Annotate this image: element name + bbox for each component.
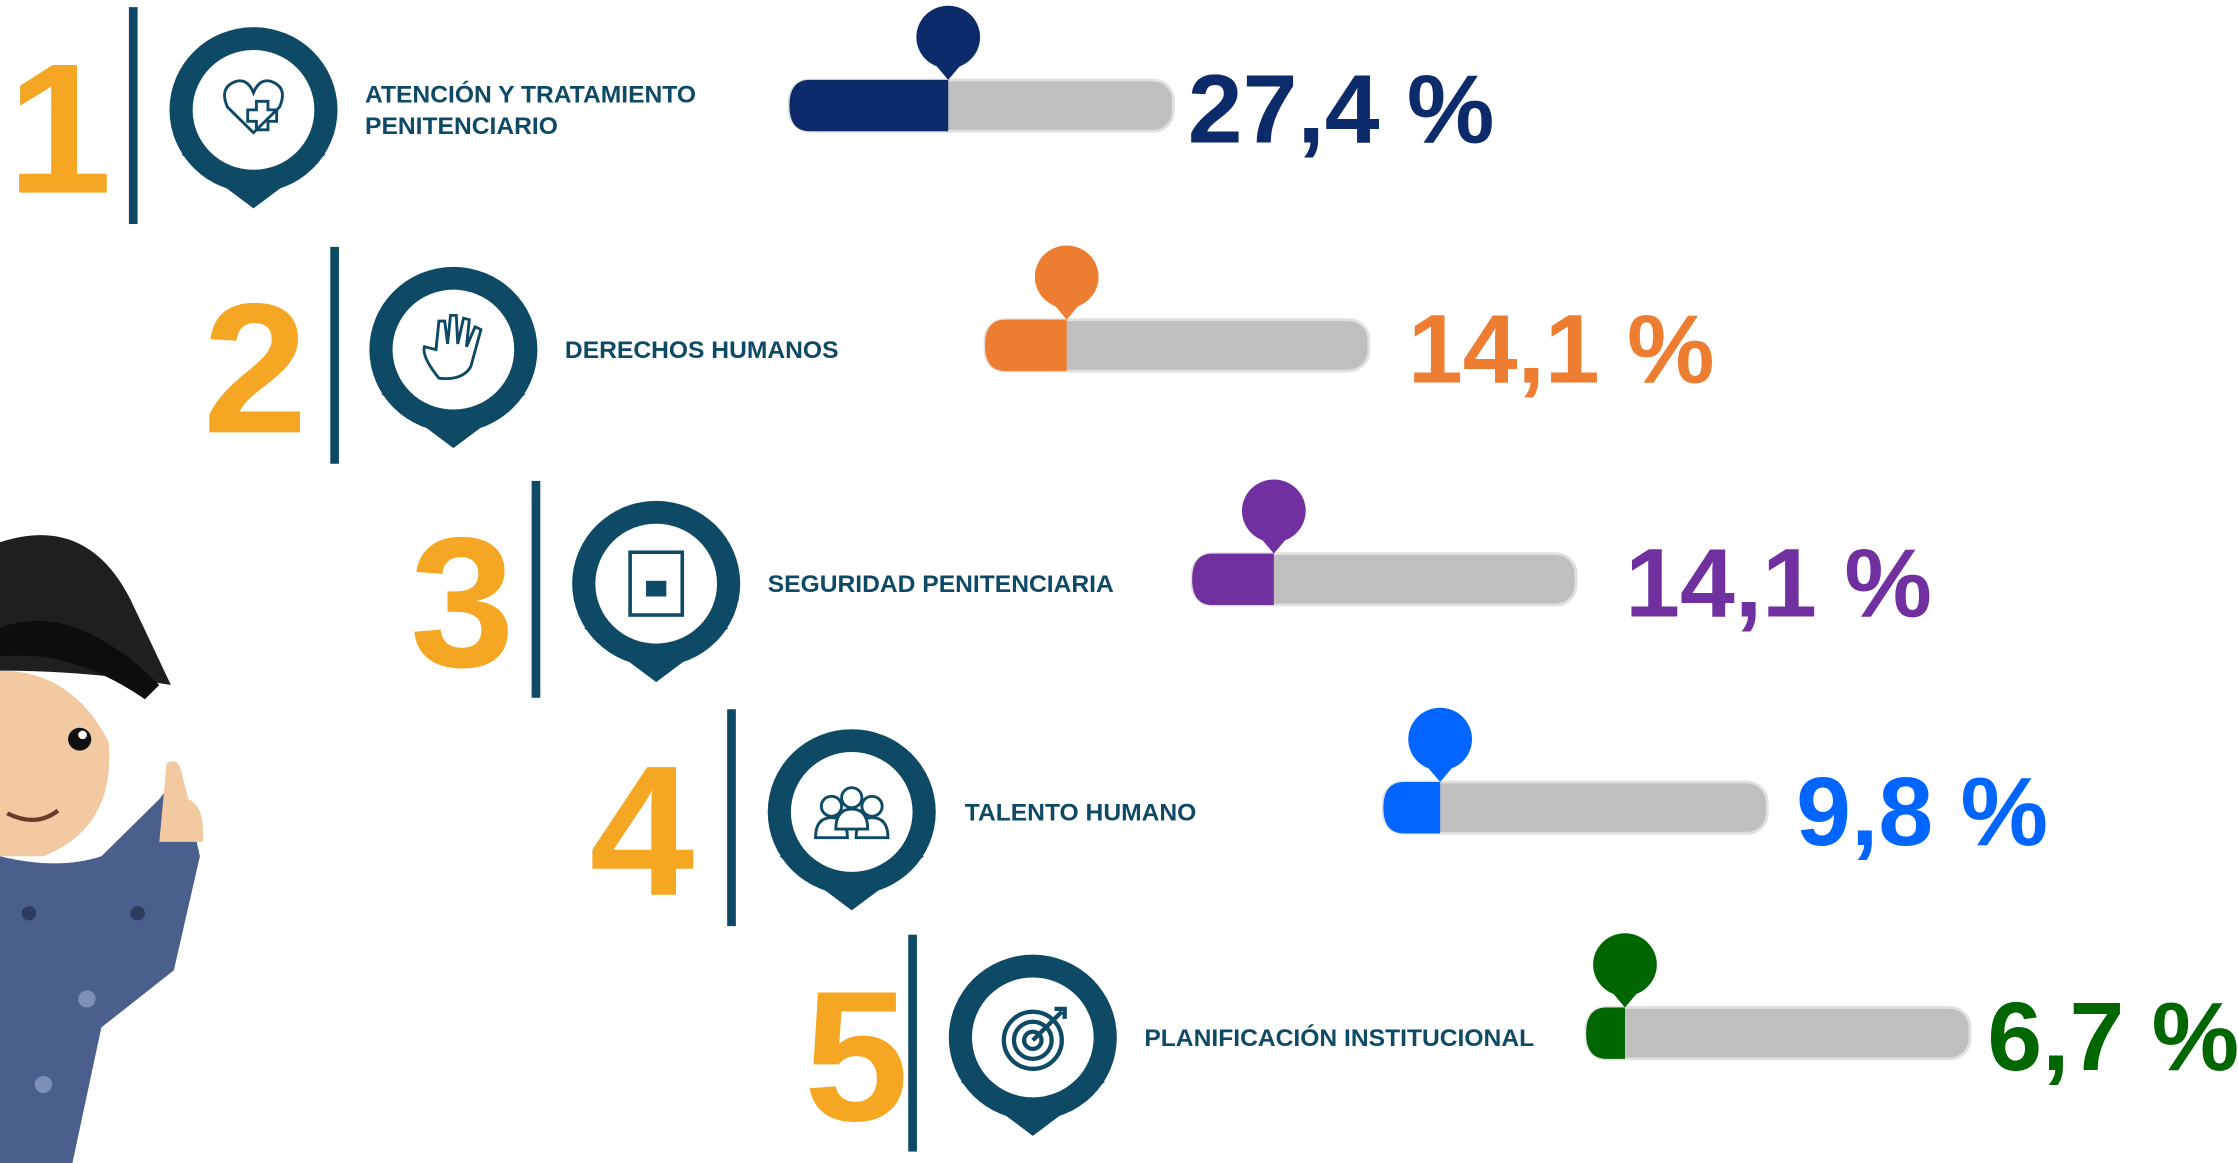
infographic: 1 ATENCIÓN Y TRATAMIENTO PENITENCIARIO 27,4… [0,0,2238,1163]
value-label: 27,4 % [1188,54,1495,163]
rank-number: 3 [410,499,515,706]
page: {"items": [ {"rank": "1", "label": ["ATE… [0,0,2238,1163]
value-label: 14,1 % [1408,294,1715,403]
divider [532,481,541,698]
value-label: 14,1 % [1625,528,1932,637]
rank-number: 2 [203,265,308,472]
rank-number: 5 [804,952,909,1159]
bar-track [1586,1007,1970,1058]
item-row: 1 ATENCIÓN Y TRATAMIENTO PENITENCIARIO 27,4… [7,6,1494,233]
icon [836,809,868,829]
divider [330,247,339,464]
bar-fill [1383,782,1440,833]
icon [646,581,666,597]
bar-track [1383,782,1767,833]
divider [129,7,138,224]
value-label: 9,8 % [1796,756,2048,865]
item-row: 2 DERECHOS HUMANOS 14,1 % [203,245,1715,472]
value-label: 6,7 % [1987,982,2238,1091]
rank-number: 4 [590,727,695,934]
item-row: 3 SEGURIDAD PENITENCIARIA 14,1 % [410,479,1932,706]
mascot [0,535,203,1163]
item-row: 4 TALENTO HUMANO 9,8 % [590,708,2049,935]
bar-marker [1408,708,1472,771]
bar-fill [1586,1007,1625,1058]
divider [727,709,736,926]
category-label: SEGURIDAD PENITENCIARIA [768,571,1114,598]
icon [842,788,862,808]
bar-fill [1192,554,1274,605]
item-row: 5 PLANIFICACIÓN INSTITUCIONAL 6,7 % [804,933,2238,1160]
category-label: DERECHOS HUMANOS [565,337,839,364]
bar-fill [789,80,948,131]
divider [908,935,917,1152]
pin-inner [393,290,515,410]
category-label: PENITENCIARIO [365,113,558,140]
category-label: PLANIFICACIÓN INSTITUCIONAL [1144,1024,1534,1052]
bar-marker [1593,933,1657,996]
bar-fill [985,320,1067,371]
category-label: ATENCIÓN Y TRATAMIENTO [365,81,696,109]
bar-marker [1242,479,1306,542]
bar-marker [916,6,980,69]
category-label: TALENTO HUMANO [965,800,1197,827]
rank-number: 1 [7,25,112,232]
bar-marker [1035,245,1099,308]
